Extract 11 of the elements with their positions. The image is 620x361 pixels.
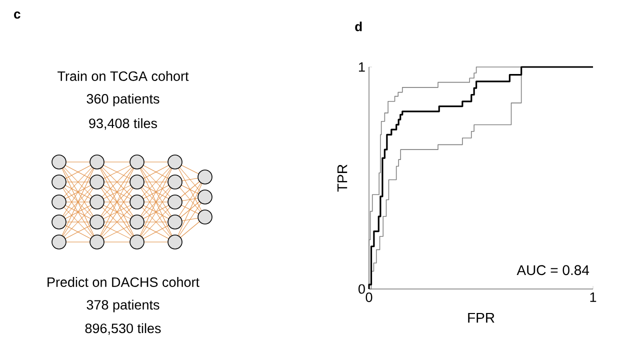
text: 896,530 tiles — [85, 323, 161, 335]
text: 93,408 tiles — [89, 118, 158, 130]
text: Train on TCGA cohort — [58, 71, 189, 81]
chart-title: d — [355, 22, 362, 32]
x-axis-title: FPR — [468, 312, 494, 323]
annotation: AUC = 0.84 — [516, 265, 590, 276]
y-axis-title: TPR — [337, 164, 348, 192]
text: Predict on DACHS cohort — [48, 277, 200, 287]
text: c — [14, 12, 20, 19]
text: 360 patients — [86, 94, 160, 106]
text: 378 patients — [86, 300, 160, 312]
